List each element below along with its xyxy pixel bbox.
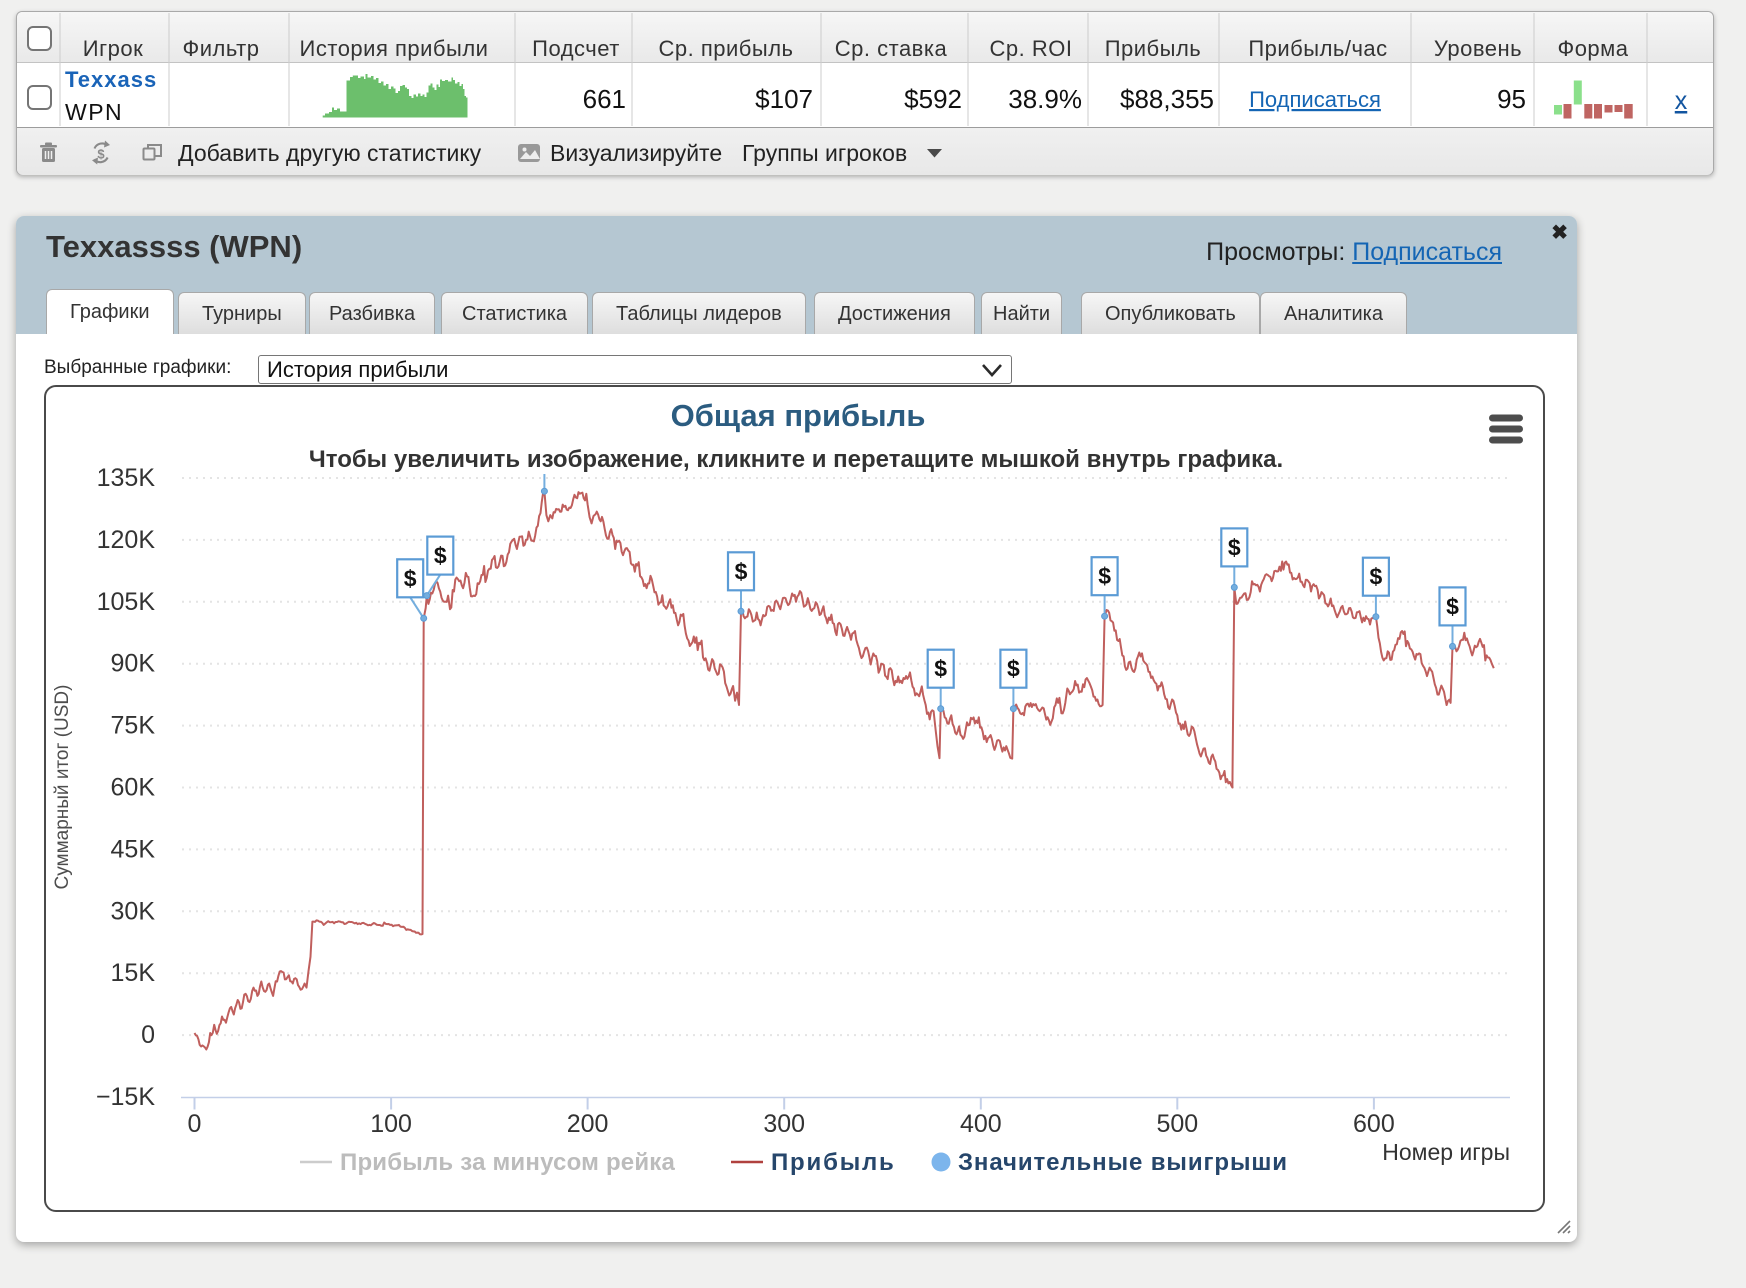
svg-text:$: $ — [934, 656, 947, 682]
svg-text:Прибыль/час: Прибыль/час — [1248, 36, 1387, 61]
svg-text:45K: 45K — [111, 835, 156, 863]
svg-text:Общая прибыль: Общая прибыль — [671, 398, 926, 433]
svg-text:$88,355: $88,355 — [1120, 84, 1214, 114]
svg-text:105K: 105K — [97, 588, 156, 616]
svg-text:$: $ — [735, 558, 748, 584]
svg-text:0: 0 — [188, 1110, 202, 1138]
svg-text:661: 661 — [583, 84, 626, 114]
svg-text:x: x — [1675, 87, 1688, 115]
svg-text:30K: 30K — [111, 897, 156, 925]
svg-text:Подписаться: Подписаться — [1249, 87, 1381, 112]
svg-text:$: $ — [1446, 593, 1459, 619]
svg-text:0: 0 — [141, 1021, 155, 1049]
svg-text:Форма: Форма — [1557, 36, 1628, 61]
svg-text:$: $ — [1098, 563, 1111, 589]
svg-text:Ср. ставка: Ср. ставка — [835, 36, 948, 61]
svg-text:$: $ — [404, 565, 417, 591]
svg-text:Texxass: Texxass — [65, 67, 157, 92]
svg-text:$: $ — [1370, 564, 1383, 590]
svg-text:−15K: −15K — [96, 1083, 155, 1111]
svg-text:Игрок: Игрок — [83, 36, 143, 61]
svg-text:120K: 120K — [97, 526, 156, 554]
svg-text:400: 400 — [960, 1110, 1002, 1138]
svg-text:$: $ — [1007, 656, 1020, 682]
svg-text:Номер игры: Номер игры — [1382, 1139, 1510, 1165]
svg-text:Ср. ROI: Ср. ROI — [990, 36, 1073, 61]
svg-text:200: 200 — [567, 1110, 609, 1138]
svg-text:Ср. прибыль: Ср. прибыль — [659, 36, 794, 61]
svg-text:История прибыли: История прибыли — [300, 36, 489, 61]
svg-text:600: 600 — [1353, 1110, 1395, 1138]
svg-text:Прибыль: Прибыль — [771, 1149, 896, 1176]
svg-text:Прибыль за минусом рейка: Прибыль за минусом рейка — [340, 1149, 676, 1176]
svg-text:100: 100 — [370, 1110, 412, 1138]
svg-text:95: 95 — [1497, 84, 1526, 114]
svg-text:60K: 60K — [111, 774, 156, 802]
svg-text:Прибыль: Прибыль — [1105, 36, 1202, 61]
svg-text:90K: 90K — [111, 650, 156, 678]
svg-text:Уровень: Уровень — [1434, 36, 1522, 61]
svg-text:Чтобы увеличить изображение, к: Чтобы увеличить изображение, кликните и … — [309, 446, 1283, 473]
svg-text:Подсчет: Подсчет — [532, 36, 620, 61]
svg-text:WPN: WPN — [65, 99, 123, 125]
svg-text:Визуализируйте: Визуализируйте — [550, 140, 722, 166]
svg-text:38.9%: 38.9% — [1008, 84, 1082, 114]
svg-text:500: 500 — [1156, 1110, 1198, 1138]
svg-text:Фильтр: Фильтр — [183, 36, 260, 61]
svg-text:75K: 75K — [111, 712, 156, 740]
svg-text:15K: 15K — [111, 959, 156, 987]
svg-text:$: $ — [434, 543, 447, 569]
svg-text:Суммарный итог (USD): Суммарный итог (USD) — [52, 685, 73, 890]
svg-text:Группы игроков: Группы игроков — [742, 140, 907, 166]
svg-text:$: $ — [97, 147, 105, 162]
svg-text:Добавить другую статистику: Добавить другую статистику — [178, 140, 482, 166]
svg-text:135K: 135K — [97, 464, 156, 492]
svg-text:$107: $107 — [755, 84, 813, 114]
svg-text:$592: $592 — [904, 84, 962, 114]
svg-text:300: 300 — [763, 1110, 805, 1138]
svg-text:Значительные выигрыши: Значительные выигрыши — [958, 1149, 1288, 1176]
svg-text:$: $ — [1228, 534, 1241, 560]
